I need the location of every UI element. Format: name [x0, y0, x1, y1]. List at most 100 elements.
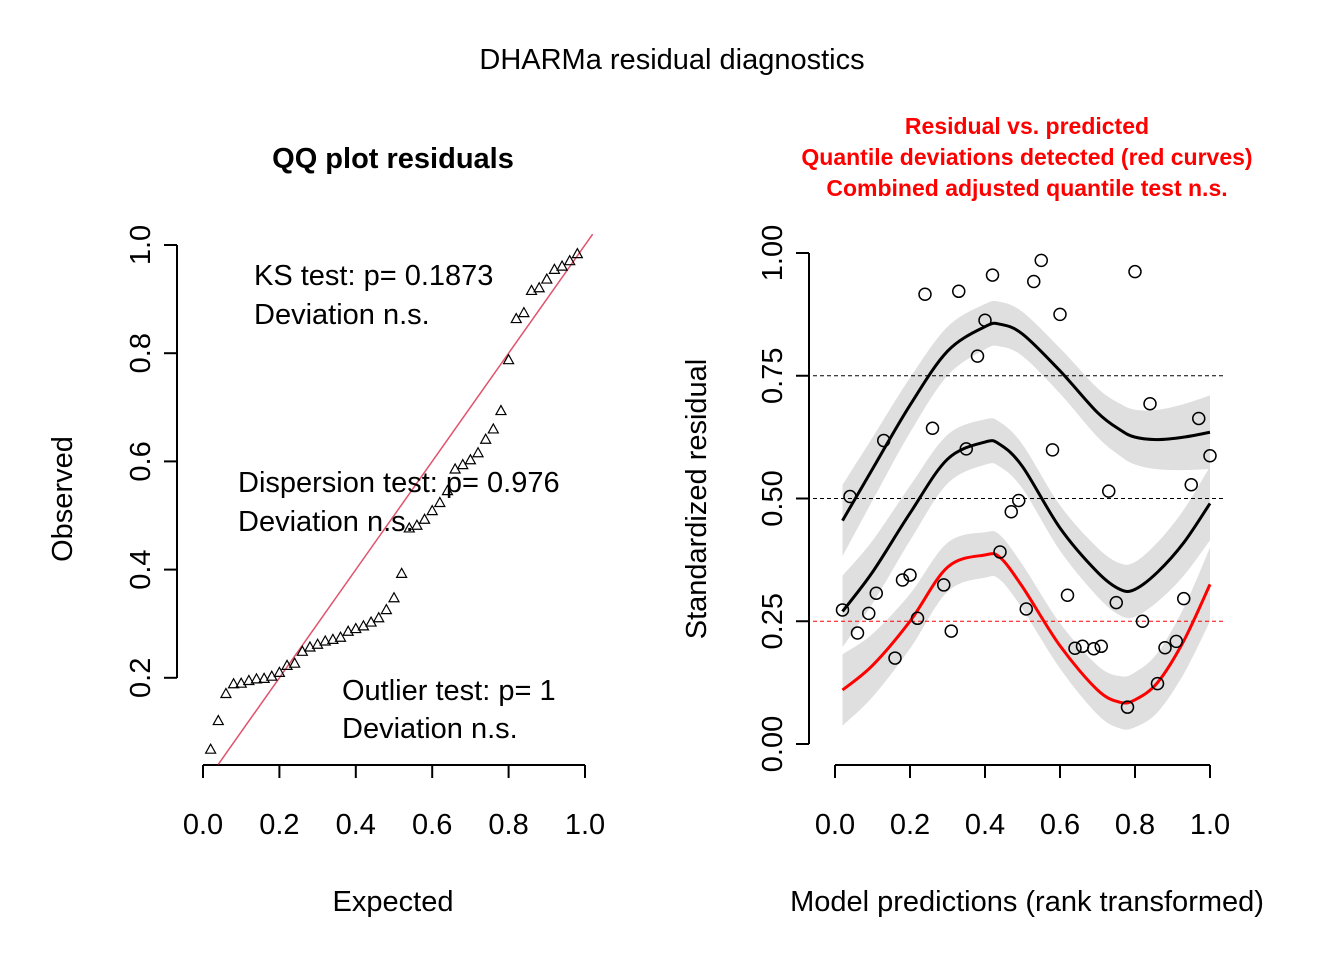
qq-x-tick-label: 0.0 — [183, 809, 223, 841]
qq-point — [227, 677, 240, 689]
rp-y-tick-label: 0.25 — [757, 593, 789, 649]
rp-point — [895, 573, 910, 587]
rp-point — [970, 349, 985, 363]
quantile-curve-0.25 — [841, 552, 1212, 705]
quantile-confidence-bands — [842, 300, 1210, 730]
rp-point — [869, 586, 883, 601]
rp-points — [835, 253, 1217, 714]
qq-point — [288, 656, 301, 668]
rp-point — [910, 611, 925, 626]
ks-test-line-2: Deviation n.s. — [254, 299, 430, 331]
qq-point — [281, 659, 294, 670]
qq-y-tick-label: 1.0 — [125, 225, 157, 265]
quantile-band-0.75 — [842, 300, 1210, 557]
rp-point — [1184, 478, 1198, 492]
qq-point — [533, 281, 546, 293]
rp-point — [1158, 641, 1172, 655]
qq-point — [380, 603, 393, 615]
qq-points — [204, 247, 584, 754]
qq-point — [303, 640, 316, 652]
qq-point — [387, 591, 401, 603]
rp-point — [1068, 641, 1082, 656]
outlier-test-line-1: Outlier test: p= 1 — [342, 675, 556, 707]
quantile-curve-0.5 — [841, 439, 1212, 613]
rp-y-tick-label: 0.00 — [757, 716, 789, 772]
rp-y-tick-label: 0.75 — [757, 348, 789, 404]
rp-x-tick-label: 0.4 — [965, 809, 1005, 841]
rp-title-line-3: Combined adjusted quantile test n.s. — [826, 175, 1227, 201]
qq-point — [479, 432, 492, 444]
rp-point — [1045, 443, 1060, 457]
qq-point — [349, 622, 362, 634]
rp-point — [993, 545, 1007, 559]
rp-point — [1004, 505, 1018, 519]
rp-point — [1135, 614, 1150, 628]
residual-vs-predicted-panel: Residual vs. predicted Quantile deviatio… — [681, 113, 1264, 918]
rp-x-tick-label: 0.8 — [1115, 809, 1155, 841]
qq-point — [556, 259, 569, 271]
qq-point — [433, 496, 446, 508]
dispersion-test-line-2: Deviation n.s. — [238, 506, 414, 538]
rp-point — [1143, 396, 1157, 411]
qq-point — [273, 666, 286, 677]
qq-x-tick-label: 0.2 — [259, 809, 299, 841]
qq-point — [464, 453, 477, 465]
rp-x-ticks: 0.0 0.2 0.4 0.6 0.8 1.0 — [815, 765, 1230, 841]
rp-point — [1192, 411, 1206, 426]
qq-plot-title: QQ plot residuals — [272, 143, 514, 175]
qq-point — [525, 284, 538, 296]
qq-point — [502, 353, 515, 365]
rp-x-axis-title: Model predictions (rank transformed) — [790, 886, 1264, 918]
rp-point — [952, 284, 966, 299]
rp-y-tick-label: 1.00 — [757, 225, 789, 281]
rp-point — [985, 268, 1000, 282]
dispersion-test-annotation: Dispersion test: p= 0.976 Deviation n.s. — [238, 467, 560, 538]
qq-point — [250, 672, 263, 684]
rp-y-tick-label: 0.50 — [757, 470, 789, 526]
rp-point — [1120, 700, 1135, 714]
qq-x-axis-title: Expected — [333, 886, 454, 918]
rp-point — [925, 421, 940, 436]
rp-x-tick-label: 0.2 — [890, 809, 930, 841]
dispersion-test-line-1: Dispersion test: p= 0.976 — [238, 467, 560, 499]
qq-x-tick-label: 0.6 — [412, 809, 452, 841]
rp-point — [1128, 264, 1142, 279]
qq-point — [517, 306, 530, 318]
rp-point — [944, 624, 958, 638]
rp-point — [1102, 484, 1116, 498]
qq-y-axis-title: Observed — [47, 436, 79, 562]
qq-point — [563, 254, 576, 266]
rp-x-tick-label: 0.6 — [1040, 809, 1080, 841]
qq-y-tick-label: 0.4 — [125, 549, 157, 589]
qq-x-tick-label: 1.0 — [565, 809, 605, 841]
qq-point — [342, 625, 355, 636]
qq-point — [326, 633, 339, 644]
qq-point — [426, 504, 439, 516]
ks-test-line-1: KS test: p= 0.1873 — [254, 260, 493, 292]
rp-point — [937, 578, 951, 592]
qq-point — [395, 567, 408, 578]
qq-x-tick-label: 0.4 — [336, 809, 376, 841]
qq-point — [441, 484, 454, 496]
rp-point — [1094, 639, 1108, 654]
rp-point — [1027, 274, 1041, 289]
rp-x-tick-label: 0.0 — [815, 809, 855, 841]
rp-point — [1203, 449, 1217, 463]
rp-point — [877, 433, 891, 448]
quantile-curve-0.75 — [841, 321, 1211, 522]
rp-point — [918, 287, 932, 301]
outlier-test-line-2: Deviation n.s. — [342, 713, 518, 745]
rp-y-ticks: 0.00 0.25 0.50 0.75 1.00 — [757, 225, 809, 772]
rp-reference-lines — [813, 375, 1225, 622]
rp-y-axis-title: Standardized residual — [681, 359, 713, 640]
rp-point — [959, 442, 973, 456]
rp-title-line-1: Residual vs. predicted — [905, 113, 1149, 139]
ks-test-annotation: KS test: p= 0.1873 Deviation n.s. — [254, 260, 493, 331]
rp-point — [1053, 307, 1067, 322]
qq-point — [571, 247, 584, 259]
rp-point — [850, 626, 865, 640]
qq-point — [487, 422, 500, 434]
qq-x-tick-label: 0.8 — [488, 809, 528, 841]
qq-point — [219, 687, 232, 699]
